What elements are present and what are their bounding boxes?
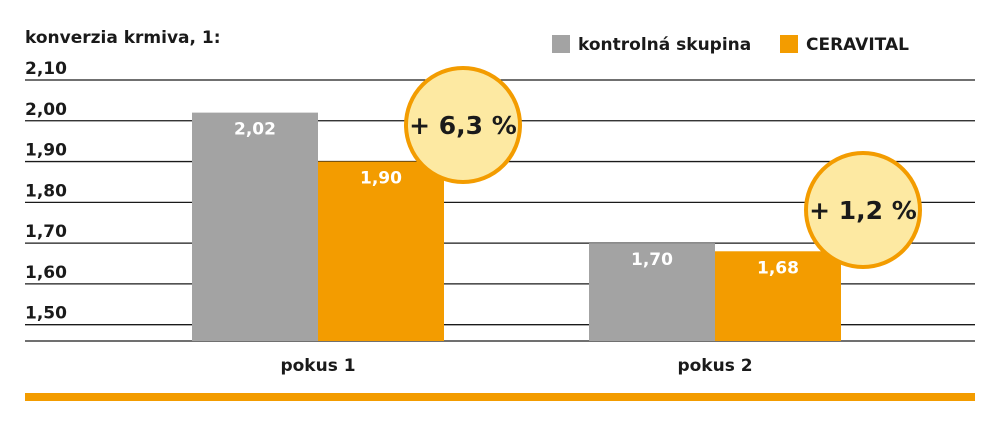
legend-swatch [552, 35, 570, 53]
y-tick-label: 2,10 [25, 59, 67, 79]
bar [192, 112, 318, 341]
badge [404, 66, 522, 184]
y-tick-label: 1,90 [25, 141, 67, 161]
value-label: 2,02 [234, 120, 276, 140]
y-tick-label: 1,80 [25, 181, 67, 201]
legend-label: CERAVITAL [806, 35, 909, 55]
value-label: 1,68 [757, 258, 799, 278]
value-label: 1,90 [360, 169, 402, 189]
bar [318, 161, 444, 341]
y-tick-label: 1,50 [25, 304, 67, 324]
legend-swatch [780, 35, 798, 53]
x-tick-label: pokus 1 [280, 356, 355, 376]
legend-label: kontrolná skupina [578, 35, 751, 55]
y-tick-label: 1,60 [25, 263, 67, 283]
badge-label: + 1,2 % [809, 196, 917, 225]
bar [715, 251, 841, 341]
y-tick-label: 2,00 [25, 100, 67, 120]
badge [804, 151, 922, 269]
x-tick-label: pokus 2 [677, 356, 752, 376]
badge-label: + 6,3 % [409, 111, 517, 140]
value-label: 1,70 [631, 250, 673, 270]
footer-rule [25, 393, 975, 401]
y-tick-label: 1,70 [25, 222, 67, 242]
chart-title: konverzia krmiva, 1: [25, 28, 221, 48]
bar [589, 243, 715, 341]
